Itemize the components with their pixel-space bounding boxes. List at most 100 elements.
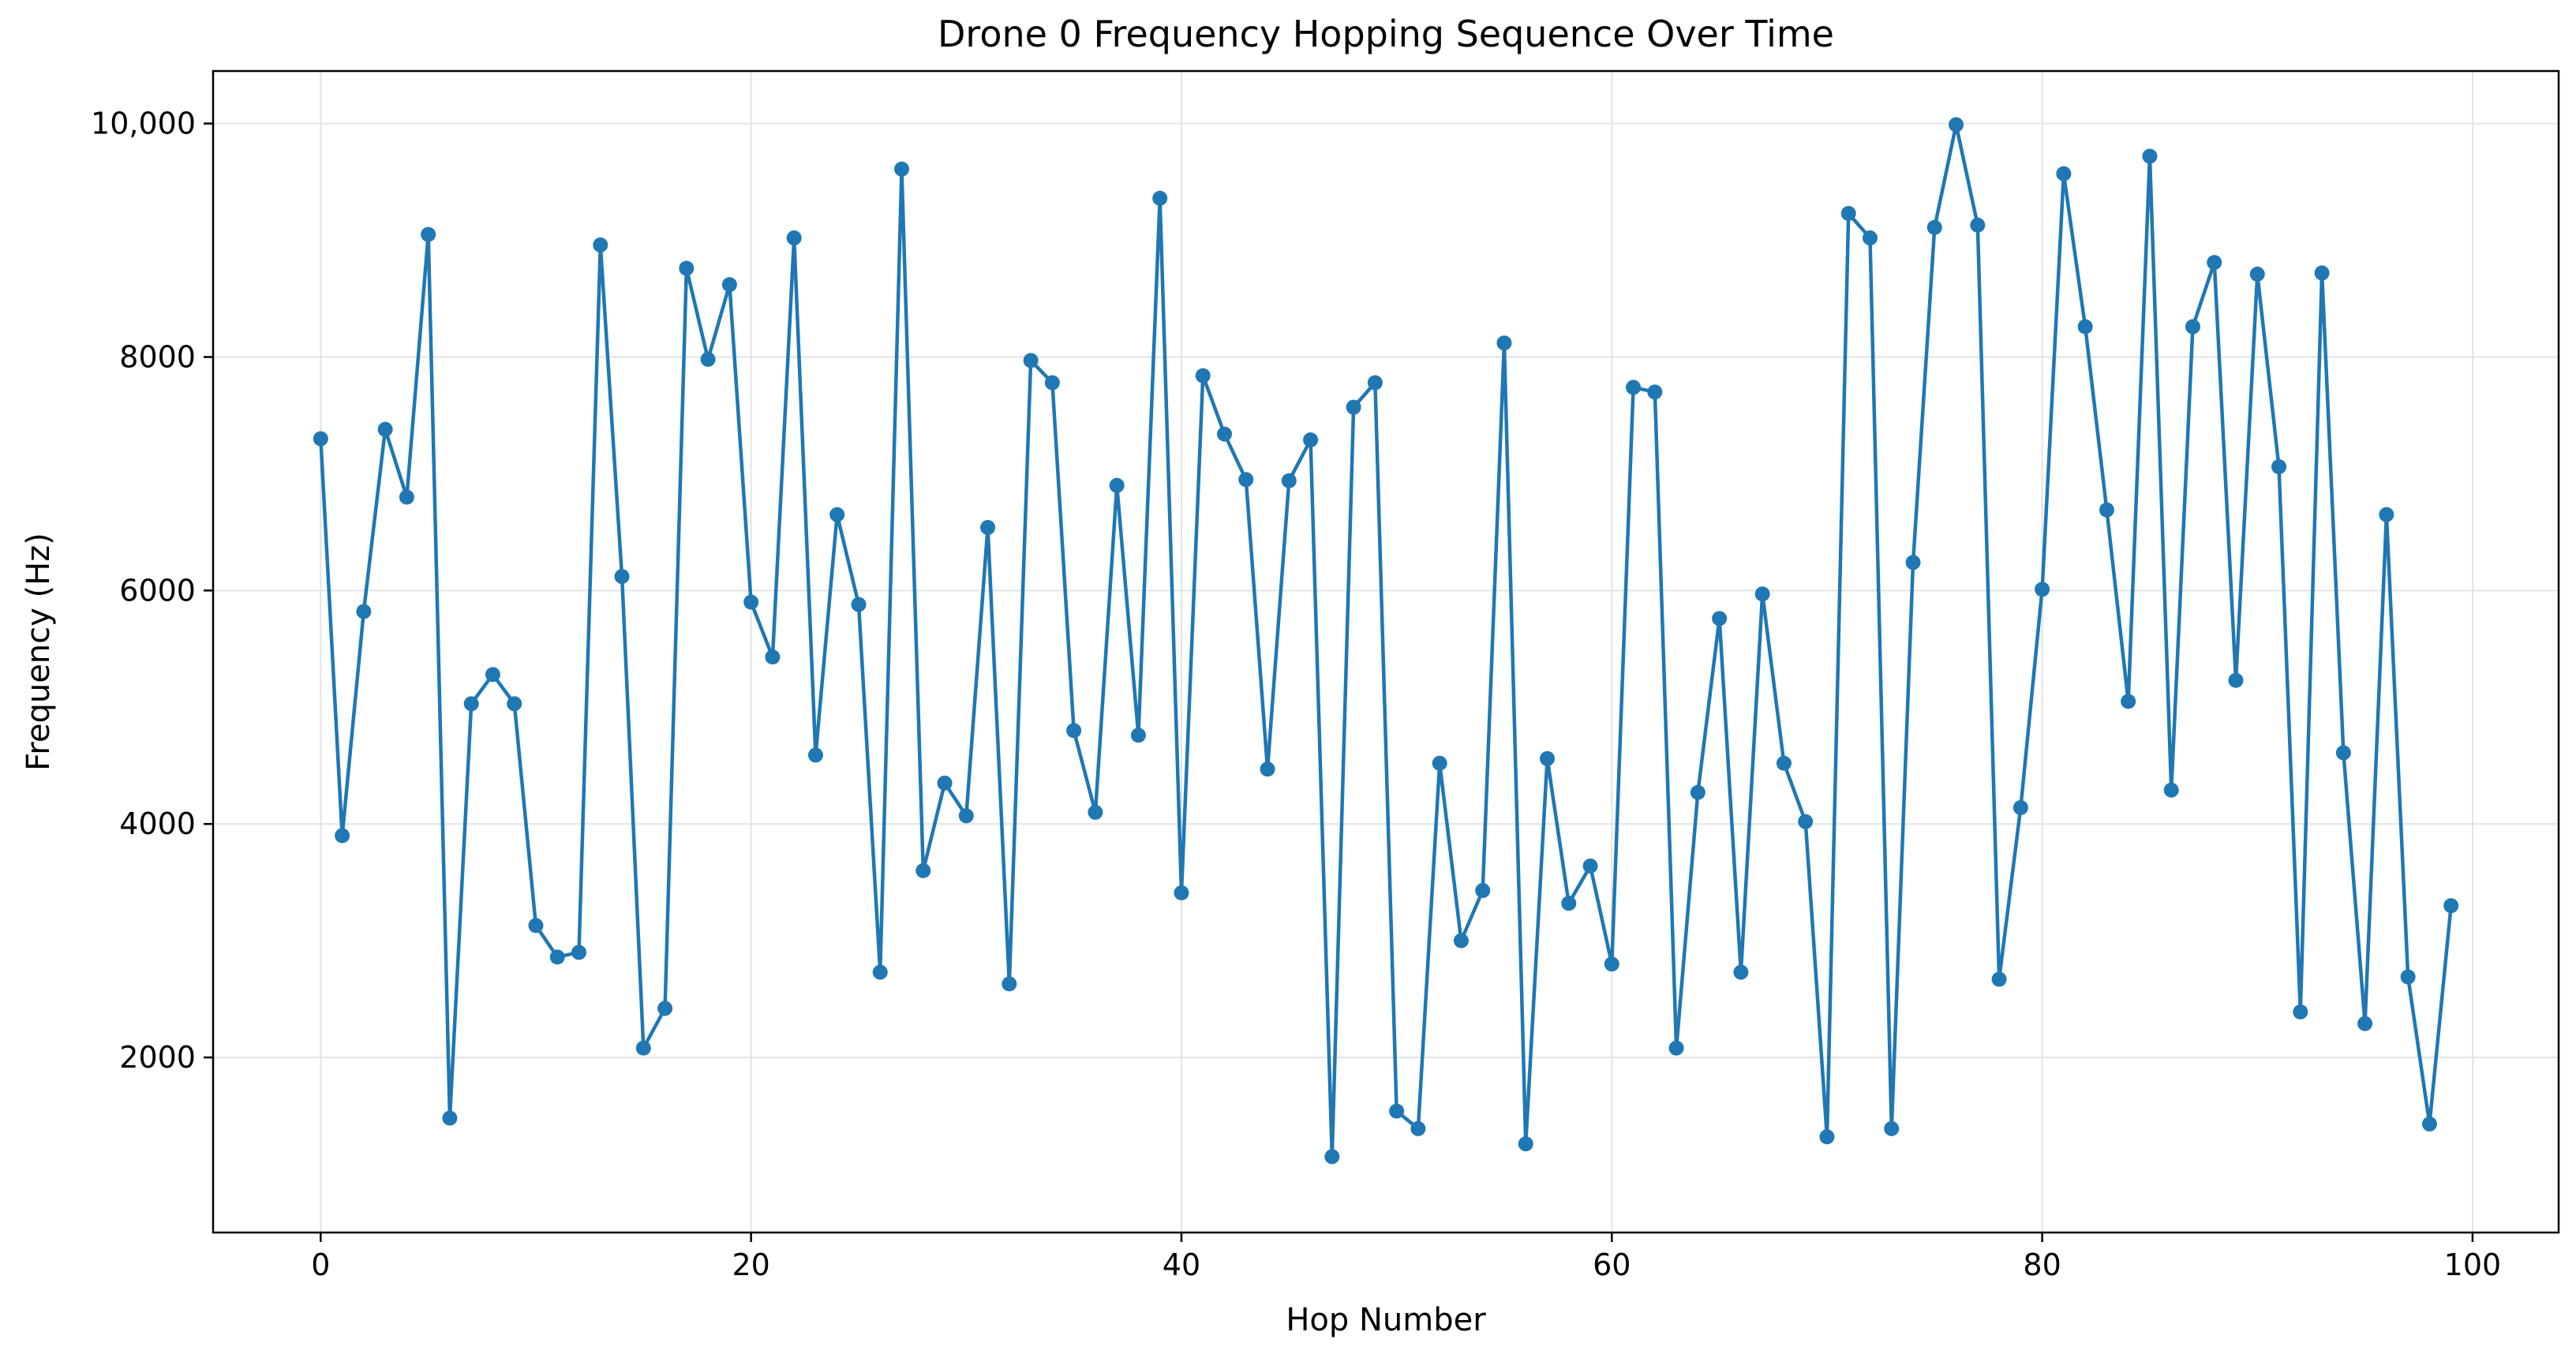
x-tick-label: 80 [2023, 1248, 2061, 1282]
data-point [958, 808, 974, 824]
data-point [1884, 1120, 1900, 1136]
y-axis-label: Frequency (Hz) [21, 533, 57, 771]
data-point [1324, 1149, 1340, 1165]
data-point [1217, 426, 1233, 442]
x-tick-label: 40 [1163, 1248, 1200, 1282]
data-point [1798, 814, 1814, 829]
data-point [2335, 745, 2351, 761]
grid-lines [213, 71, 2559, 1233]
data-point [1238, 472, 1254, 488]
data-point [1926, 219, 1942, 235]
series-line [319, 122, 2453, 1159]
data-point [2379, 507, 2394, 522]
data-point [2142, 148, 2158, 164]
data-point [399, 489, 414, 505]
data-point [679, 260, 695, 276]
data-point [335, 828, 350, 844]
data-point [1152, 190, 1168, 206]
data-point [571, 945, 587, 960]
data-point [1130, 728, 1146, 743]
data-point [2077, 319, 2093, 335]
data-point [528, 918, 544, 933]
data-point [1367, 375, 1383, 391]
data-point [1453, 933, 1469, 948]
data-point [765, 649, 781, 665]
data-point [356, 604, 372, 619]
data-point [635, 1040, 651, 1056]
data-point [1840, 205, 1856, 221]
data-point [2035, 582, 2050, 597]
data-point [1023, 353, 1039, 368]
data-point [1066, 723, 1082, 739]
data-point [1626, 380, 1642, 395]
data-point [485, 667, 500, 683]
x-tick-label: 0 [311, 1248, 330, 1282]
data-point [1044, 375, 1060, 391]
data-point [2357, 1016, 2373, 1031]
data-point [1475, 883, 1491, 899]
data-point [463, 696, 479, 712]
data-point [1109, 477, 1125, 493]
data-point [1733, 964, 1749, 980]
data-point [2293, 1004, 2308, 1019]
data-point [1174, 885, 1189, 900]
plot-area-frame [212, 69, 2560, 1234]
data-point [1712, 611, 1728, 627]
data-point [1970, 217, 1986, 233]
data-point [442, 1110, 458, 1126]
data-point [915, 862, 931, 878]
y-tick-label: 8000 [119, 339, 196, 374]
data-point [807, 747, 823, 763]
data-point [421, 226, 436, 242]
data-point [1862, 230, 1878, 246]
data-point [1410, 1120, 1426, 1136]
data-point [313, 431, 328, 447]
data-point [593, 237, 608, 253]
data-point [2400, 969, 2416, 985]
data-point [1260, 761, 1275, 777]
data-point [1905, 555, 1921, 571]
y-tick-label: 2000 [119, 1040, 196, 1075]
data-point [1195, 368, 1211, 383]
data-point [786, 230, 802, 246]
data-point [2271, 459, 2287, 475]
data-point [1668, 1040, 1684, 1056]
data-point [1690, 784, 1705, 800]
x-tick-label: 60 [1593, 1248, 1631, 1282]
x-tick-label: 100 [2444, 1248, 2502, 1282]
data-point [1582, 858, 1598, 874]
data-point [2121, 694, 2136, 709]
data-point [1604, 956, 1619, 972]
data-point [377, 421, 393, 437]
data-point [657, 1001, 673, 1016]
data-point [1518, 1136, 1533, 1152]
data-point [2056, 166, 2072, 181]
data-point [1776, 755, 1792, 771]
data-point [1389, 1103, 1405, 1119]
data-point [980, 519, 996, 535]
data-point [2207, 255, 2222, 271]
data-point [507, 696, 522, 712]
data-point [2012, 799, 2028, 815]
data-point [1303, 432, 1319, 447]
data-point [1002, 976, 1017, 992]
data-point [1754, 586, 1770, 602]
data-point [872, 964, 888, 980]
data-point [549, 949, 565, 965]
data-point [2099, 502, 2114, 518]
x-axis-label: Hop Number [1286, 1302, 1486, 1338]
data-point [2249, 266, 2265, 282]
data-point [1949, 117, 1964, 133]
data-point [700, 351, 716, 367]
data-point [894, 161, 910, 177]
data-point [1819, 1129, 1835, 1145]
y-tick-label: 10,000 [91, 107, 196, 141]
data-point [1561, 896, 1577, 911]
data-point [2314, 265, 2330, 281]
data-series [313, 117, 2459, 1165]
data-point [743, 594, 759, 610]
axis-ticks: 0 20 40 60 80 100 2000 4000 6000 8000 10,000 [91, 107, 2501, 1282]
chart-title: Drone 0 Frequency Hopping Sequence Over … [938, 13, 1834, 55]
